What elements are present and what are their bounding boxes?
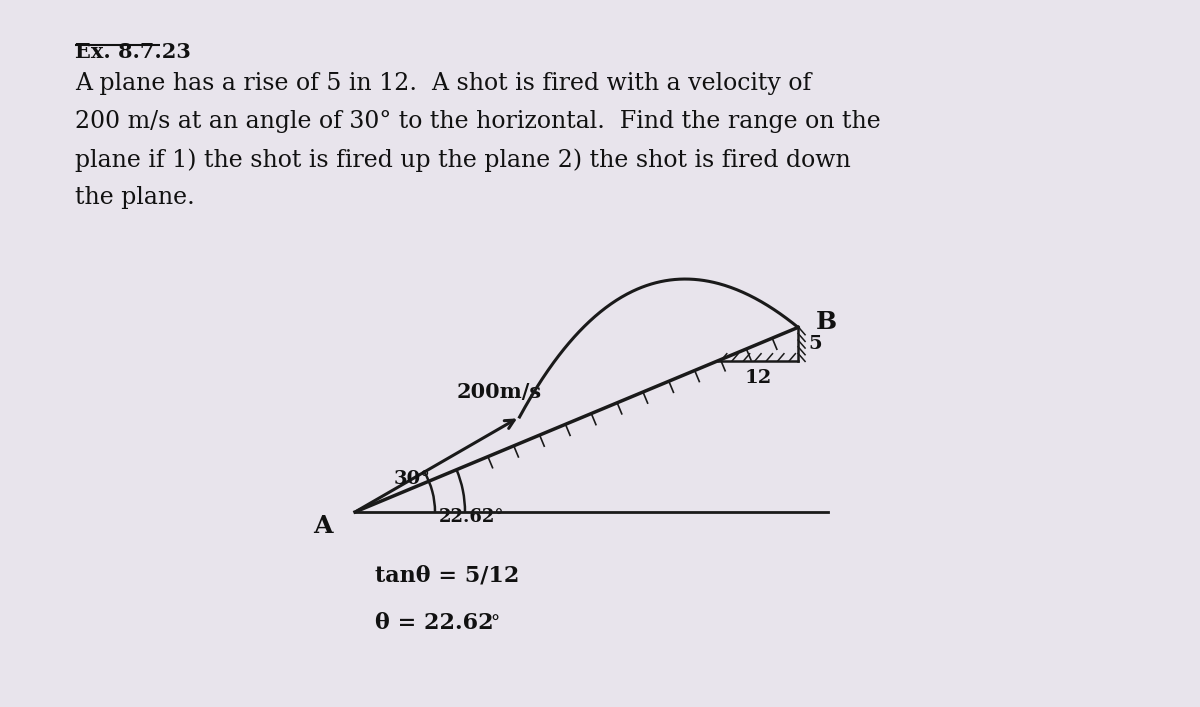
Text: 12: 12: [744, 369, 772, 387]
Text: A: A: [313, 514, 334, 538]
Text: °: °: [490, 615, 499, 633]
Text: 30°: 30°: [394, 469, 430, 488]
Text: Ex. 8.7.23: Ex. 8.7.23: [74, 42, 191, 62]
Text: B: B: [816, 310, 838, 334]
Text: A plane has a rise of 5 in 12.  A shot is fired with a velocity of: A plane has a rise of 5 in 12. A shot is…: [74, 72, 811, 95]
Text: plane if 1) the shot is fired up the plane 2) the shot is fired down: plane if 1) the shot is fired up the pla…: [74, 148, 851, 172]
Text: the plane.: the plane.: [74, 186, 194, 209]
Text: tanθ = 5/12: tanθ = 5/12: [374, 564, 520, 586]
Text: 200 m/s at an angle of 30° to the horizontal.  Find the range on the: 200 m/s at an angle of 30° to the horizo…: [74, 110, 881, 133]
Text: 22.62°: 22.62°: [438, 508, 504, 526]
Text: 5: 5: [808, 335, 822, 353]
Text: 200m/s: 200m/s: [457, 382, 542, 402]
Text: θ = 22.62: θ = 22.62: [374, 612, 493, 634]
